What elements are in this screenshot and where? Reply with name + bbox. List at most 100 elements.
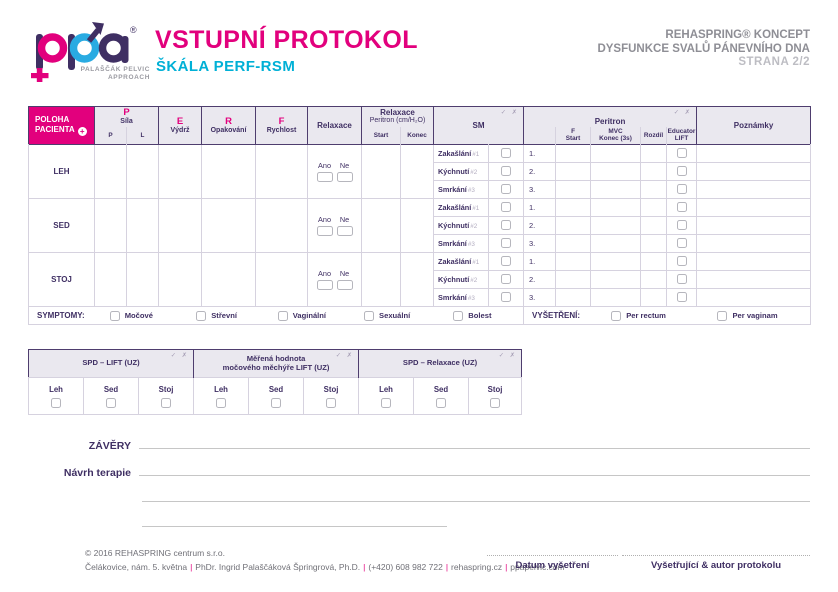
checkbox-educator[interactable] [676, 273, 687, 284]
checkbox-ne[interactable] [336, 172, 353, 182]
field-e[interactable] [158, 198, 203, 253]
field-f-start[interactable] [555, 180, 592, 199]
checkbox-uz-stoj[interactable] [490, 397, 501, 408]
checkbox-sm[interactable] [501, 237, 512, 248]
checkbox-educator[interactable] [676, 183, 687, 194]
checkbox-educator[interactable] [676, 237, 687, 248]
field-poznamky[interactable] [696, 144, 812, 163]
field-peritron-konec[interactable] [400, 252, 435, 307]
checkbox-uz-leh[interactable] [51, 397, 61, 408]
field-rozdil[interactable] [640, 216, 668, 235]
checkbox-educator[interactable] [676, 147, 687, 158]
checkbox-per-vaginam[interactable] [717, 310, 728, 321]
field-rozdil[interactable] [640, 288, 668, 307]
field-f-start[interactable] [555, 234, 592, 253]
field-rozdil[interactable] [640, 162, 668, 181]
checkbox-ano[interactable] [316, 280, 333, 290]
checkbox-educator[interactable] [676, 165, 687, 176]
field-peritron-start[interactable] [361, 144, 402, 199]
field-p-right[interactable] [94, 198, 127, 253]
field-f-start[interactable] [555, 198, 592, 217]
field-f-start[interactable] [555, 270, 592, 289]
field-peritron-start[interactable] [361, 252, 402, 307]
field-rozdil[interactable] [640, 180, 668, 199]
field-rozdil[interactable] [640, 198, 668, 217]
field-rozdil[interactable] [640, 144, 668, 163]
checkbox-sexualni[interactable] [364, 310, 375, 321]
checkbox-sm[interactable] [501, 219, 512, 230]
checkbox-educator[interactable] [676, 219, 687, 230]
field-peritron-konec[interactable] [400, 144, 435, 199]
field-mvc-konec[interactable] [590, 252, 642, 271]
field-poznamky[interactable] [696, 198, 812, 217]
field-r[interactable] [201, 252, 257, 307]
field-f[interactable] [255, 252, 309, 307]
field-peritron-start[interactable] [361, 198, 402, 253]
field-e[interactable] [158, 144, 203, 199]
field-p-right[interactable] [94, 252, 127, 307]
field-poznamky[interactable] [696, 252, 812, 271]
checkbox-sm[interactable] [501, 273, 512, 284]
checkbox-uz-stoj[interactable] [161, 397, 171, 408]
field-rozdil[interactable] [640, 270, 668, 289]
checkbox-bolest[interactable] [453, 310, 464, 321]
checkbox-sm[interactable] [501, 255, 512, 266]
field-rozdil[interactable] [640, 234, 668, 253]
field-poznamky[interactable] [696, 288, 812, 307]
field-mvc-konec[interactable] [590, 162, 642, 181]
field-mvc-konec[interactable] [590, 216, 642, 235]
field-poznamky[interactable] [696, 162, 812, 181]
field-poznamky[interactable] [696, 234, 812, 253]
checkbox-vaginalni[interactable] [277, 310, 288, 321]
checkbox-sm[interactable] [501, 201, 512, 212]
field-r[interactable] [201, 198, 257, 253]
field-mvc-konec[interactable] [590, 198, 642, 217]
field-f-start[interactable] [555, 252, 592, 271]
checkbox-educator[interactable] [676, 291, 687, 302]
zavery-line[interactable] [139, 432, 810, 449]
field-p-right[interactable] [94, 144, 127, 199]
navrh-line-3[interactable] [142, 510, 447, 527]
checkbox-ano[interactable] [316, 172, 333, 182]
field-r[interactable] [201, 144, 257, 199]
field-poznamky[interactable] [696, 216, 812, 235]
field-peritron-konec[interactable] [400, 198, 435, 253]
field-f[interactable] [255, 198, 309, 253]
checkbox-educator[interactable] [676, 255, 687, 266]
checkbox-uz-sed[interactable] [436, 397, 447, 408]
checkbox-sm[interactable] [501, 165, 512, 176]
field-f-start[interactable] [555, 216, 592, 235]
navrh-line-2[interactable] [142, 485, 810, 502]
checkbox-sm[interactable] [501, 183, 512, 194]
datum-signature-line[interactable] [487, 548, 618, 556]
checkbox-ne[interactable] [336, 280, 353, 290]
checkbox-ano[interactable] [316, 226, 333, 236]
field-p-left[interactable] [125, 198, 160, 253]
field-mvc-konec[interactable] [590, 270, 642, 289]
checkbox-per-rectum[interactable] [611, 310, 622, 321]
field-mvc-konec[interactable] [590, 180, 642, 199]
field-mvc-konec[interactable] [590, 288, 642, 307]
checkbox-mocove[interactable] [109, 310, 120, 321]
field-f-start[interactable] [555, 288, 592, 307]
checkbox-sm[interactable] [501, 291, 512, 302]
field-f-start[interactable] [555, 144, 592, 163]
checkbox-uz-stoj[interactable] [326, 397, 337, 408]
field-rozdil[interactable] [640, 252, 668, 271]
navrh-line-1[interactable] [139, 459, 810, 476]
field-mvc-konec[interactable] [590, 144, 642, 163]
checkbox-educator[interactable] [676, 201, 687, 212]
field-e[interactable] [158, 252, 203, 307]
checkbox-uz-sed[interactable] [106, 397, 116, 408]
checkbox-sm[interactable] [501, 147, 512, 158]
field-p-left[interactable] [125, 144, 160, 199]
checkbox-ne[interactable] [336, 226, 353, 236]
checkbox-uz-leh[interactable] [381, 397, 392, 408]
field-f-start[interactable] [555, 162, 592, 181]
field-p-left[interactable] [125, 252, 160, 307]
field-f[interactable] [255, 144, 309, 199]
field-poznamky[interactable] [696, 180, 812, 199]
field-poznamky[interactable] [696, 270, 812, 289]
checkbox-strevni[interactable] [196, 310, 207, 321]
checkbox-uz-sed[interactable] [271, 397, 282, 408]
